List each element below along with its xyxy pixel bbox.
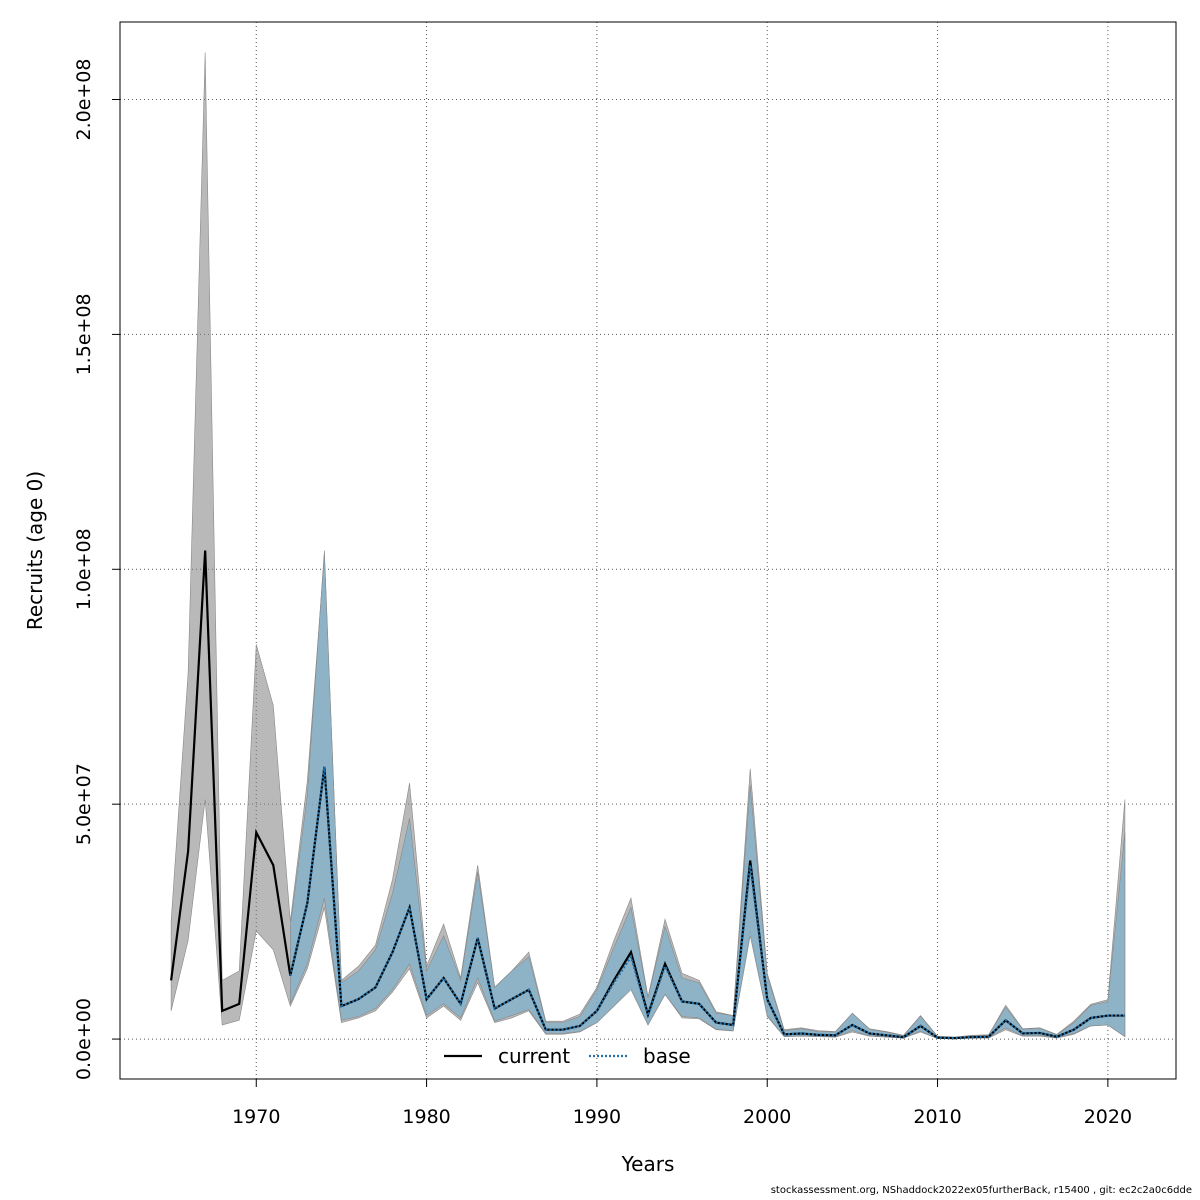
legend-item-base: base [589, 1044, 691, 1068]
legend-label: current [498, 1044, 570, 1068]
x-axis-title: Years [621, 1152, 675, 1176]
y-tick-label: 1.0e+08 [73, 528, 95, 610]
x-axis: 1970 1980 1990 2000 2010 2020 [232, 1079, 1132, 1128]
x-tick-label: 2000 [743, 1106, 791, 1128]
y-axis: 0.0e+00 5.0e+07 1.0e+08 1.5e+08 2.0e+08 [73, 59, 120, 1080]
x-tick-label: 1990 [573, 1106, 621, 1128]
x-tick-label: 2020 [1084, 1106, 1132, 1128]
legend-item-current: current [444, 1044, 570, 1068]
x-tick-label: 2010 [913, 1106, 961, 1128]
y-tick-label: 2.0e+08 [73, 59, 95, 141]
confidence-band-base [290, 550, 1126, 1039]
confidence-bands [170, 52, 1126, 1039]
y-axis-title: Recruits (age 0) [23, 471, 47, 630]
footer-credit: stockassessment.org, NShaddock2022ex05fu… [770, 1185, 1192, 1196]
x-tick-label: 1980 [402, 1106, 450, 1128]
y-tick-label: 1.5e+08 [73, 293, 95, 375]
plot-frame [119, 21, 1177, 1080]
legend: current base [444, 1044, 691, 1068]
series-lines [170, 550, 1125, 1040]
x-tick-label: 1970 [232, 1106, 280, 1128]
legend-label: base [643, 1044, 691, 1068]
y-tick-label: 5.0e+07 [73, 763, 95, 845]
y-tick-label: 0.0e+00 [73, 998, 95, 1080]
grid [120, 22, 1176, 1079]
